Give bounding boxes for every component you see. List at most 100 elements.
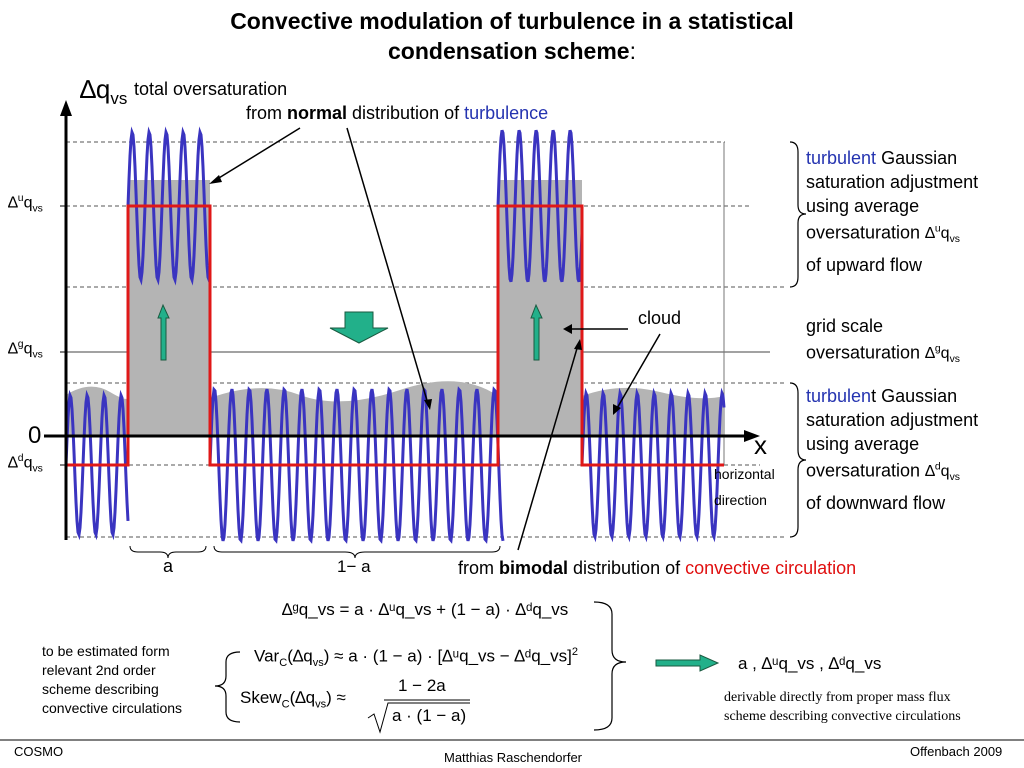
right-text-downward: turbulent Gaussian saturation adjustment… [806,384,1022,515]
footer-right: Offenbach 2009 [910,744,1003,759]
ru-q: q [940,225,950,243]
updraft-arrows [157,303,543,361]
ru-l2: saturation adjustment [806,172,979,192]
ru-line1: turbulent Gaussian [806,146,1022,170]
brace-1-minus-a-label: 1− a [337,557,371,576]
left-note-l3: scheme describing [42,681,159,697]
rm-l1: grid scale [806,316,884,336]
sym: ∆ [8,340,18,358]
skew-sub: C [281,698,290,711]
left-note: to be estimated form relevant 2nd order … [42,642,182,718]
skew-lhs: Skew [240,688,282,707]
rl-sym: ∆ [925,463,935,481]
wave-env-right [580,387,726,543]
sub: vs [32,203,43,215]
derivable-l1: derivable directly from proper mass flux [724,690,951,705]
ru-line4: oversaturation ∆uqvs [806,218,1022,253]
zero-label: 0 [28,422,42,449]
rm-l2: oversaturation [806,342,926,363]
ru-blue: turbulent [806,148,877,168]
sup: u [17,193,24,204]
rl-line1: turbulent Gaussian [806,384,1022,408]
left-note-l2: relevant 2nd order [42,662,156,678]
y-axis-arrowhead [60,100,72,116]
rm-line2: oversaturation ∆gqvs [806,338,1022,373]
equation-skewness: SkewC(∆qvs) ≈ [240,688,346,711]
y-axis-symbol: ∆qvs [80,74,127,109]
rl-line4: oversaturation ∆dqvs [806,456,1022,491]
rl-l1: Gaussian [876,386,958,406]
x-axis-arrowhead [744,430,760,442]
var-rhs: ≈ a · (1 − a) · [∆ᵘq_vs − ∆ᵈq_vs] [334,646,572,666]
updraft-arrow-1 [157,303,170,361]
normal-arrow-right [346,127,429,405]
rl-sup: d [934,462,941,473]
title-colon: : [629,38,636,64]
q: q [23,194,33,212]
rl-q: q [940,463,950,481]
turbulence-waves [64,126,726,544]
bimodal-distribution-line [66,204,724,467]
right-text-grid: grid scale oversaturation ∆gqvs [806,314,1022,373]
normal-from: from [246,103,288,123]
normal-arrow-left [213,127,301,182]
fill-cloud-1 [128,180,210,436]
derivable-note: derivable directly from proper mass flux… [724,688,961,726]
annotation-arrows [213,127,661,551]
ru-l5: of upward flow [806,254,923,275]
wave-env-mid [208,386,505,544]
sym: ∆ [8,454,18,472]
left-note-l1: to be estimated form [42,643,170,659]
ylabel-downward: ∆dqvs [8,453,43,475]
footer-left: COSMO [14,744,64,759]
normal-mid: distribution of [347,103,465,123]
rl-blue: turbulen [806,386,872,406]
cloud-label: cloud [638,308,682,328]
skew-arg-sub: vs [315,698,327,711]
title-line-2: condensation scheme: [0,36,1024,66]
equation-grid-mean: ∆ᵍq_vs = a · ∆ᵘq_vs + (1 − a) · ∆ᵈq_vs [282,600,569,619]
title-line-2-text: condensation scheme [388,38,630,64]
sqrt-sign [367,702,470,734]
footer-center: Matthias Raschendorfer [444,750,583,765]
var-sub: C [279,657,288,670]
ru-l1: Gaussian [876,148,958,168]
normal-blue: turbulence [464,103,549,123]
cloud-arrow-2 [615,333,661,411]
skew-numerator: 1 − 2a [398,676,446,695]
result-arrow [655,654,720,672]
brace-a [129,545,207,559]
brace-upper [789,141,807,288]
sub: vs [32,463,43,475]
rm-q: q [940,345,950,363]
fill-env-left [66,386,129,436]
horizontal-label: horizontal [714,466,775,482]
rl-t: t [871,386,877,406]
normal-distribution-note: from normal distribution of turbulence [246,103,548,124]
rl-l5: of downward flow [806,492,946,513]
ylabel-upward: ∆uqvs [8,193,43,215]
brace-a-label: a [163,556,174,576]
result-variables: a , ∆ᵘq_vs , ∆ᵈq_vs [738,654,882,673]
ylabel-grid: ∆gqvs [8,339,43,361]
q: q [23,454,33,472]
bimodal-mid: distribution of [568,558,686,578]
wave-cloud-1 [126,126,212,286]
brace-1-minus-a [213,545,501,559]
brace-lower [789,382,807,538]
derivable-l2: scheme describing convective circulation… [724,709,961,724]
title-line-1: Convective modulation of turbulence in a… [230,8,794,34]
equation-variance: VarC(∆qvs) ≈ a · (1 − a) · [∆ᵘq_vs − ∆ᵈq… [254,646,578,669]
left-note-l4: convective circulations [42,700,183,716]
downdraft-arrow [329,311,389,344]
var-arg-close: ) [323,646,330,666]
ru-sub: vs [949,234,960,246]
direction-label: direction [714,492,767,508]
ru-sym: ∆ [925,225,935,243]
var-arg: (∆q [287,646,313,666]
sym: ∆ [8,194,18,212]
rm-sub: vs [949,354,960,366]
rm-sup: g [934,344,941,355]
equation-brace-left [214,651,241,723]
